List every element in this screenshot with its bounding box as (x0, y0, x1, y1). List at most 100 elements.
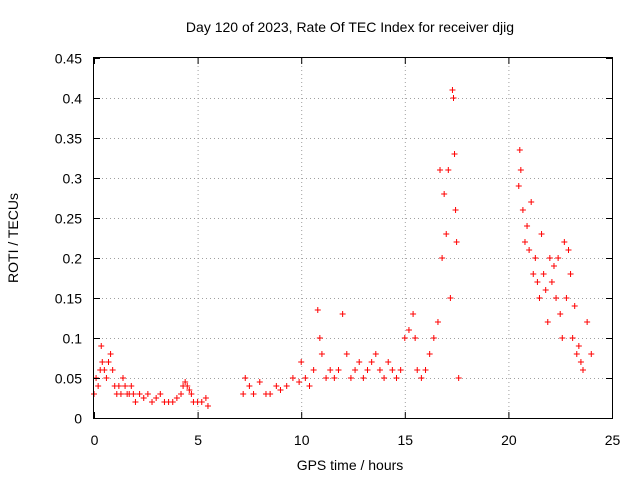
x-tick-label: 10 (294, 432, 310, 448)
data-point (302, 375, 309, 381)
data-point (103, 375, 110, 381)
grid-lines (94, 58, 612, 418)
data-point (534, 279, 541, 285)
data-point (117, 391, 124, 397)
data-point (579, 367, 586, 373)
y-tick-label: 0.05 (55, 371, 82, 387)
data-point (98, 343, 105, 349)
data-point (273, 383, 280, 389)
y-axis-label: ROTI / TECUs (5, 193, 21, 283)
data-point (356, 359, 363, 365)
data-point (449, 87, 456, 93)
data-point (538, 231, 545, 237)
data-point (561, 239, 568, 245)
data-point (132, 399, 139, 405)
data-point (204, 403, 211, 409)
data-point (524, 223, 531, 229)
data-point (169, 399, 176, 405)
data-point (540, 271, 547, 277)
data-point (122, 383, 129, 389)
data-point (298, 359, 305, 365)
data-point (553, 295, 560, 301)
x-axis-label: GPS time / hours (297, 457, 404, 473)
data-point (451, 151, 458, 157)
data-point (256, 379, 263, 385)
data-point (310, 367, 317, 373)
data-point (452, 207, 459, 213)
data-point (521, 239, 528, 245)
x-tick-label: 25 (605, 432, 621, 448)
data-point (188, 391, 195, 397)
data-point (178, 391, 185, 397)
data-point (410, 311, 417, 317)
data-point (559, 335, 566, 341)
data-point (422, 367, 429, 373)
data-point (343, 351, 350, 357)
y-tick-label: 0.3 (63, 171, 83, 187)
x-tick-label: 15 (398, 432, 414, 448)
data-point (339, 311, 346, 317)
data-point (526, 247, 533, 253)
data-point (571, 303, 578, 309)
data-point (401, 335, 408, 341)
data-point (144, 391, 151, 397)
data-point (397, 367, 404, 373)
data-point (575, 343, 582, 349)
data-point (306, 383, 313, 389)
data-point (563, 295, 570, 301)
y-tick-label: 0.35 (55, 131, 82, 147)
data-point (441, 191, 448, 197)
data-point (184, 383, 191, 389)
data-point (418, 375, 425, 381)
data-point (405, 327, 412, 333)
x-axis: 0 5 10 15 20 25 (91, 58, 621, 448)
data-point (128, 383, 135, 389)
data-point (372, 351, 379, 357)
data-points (91, 87, 595, 409)
data-point (283, 383, 290, 389)
data-point (532, 255, 539, 261)
y-tick-label: 0.4 (63, 91, 83, 107)
data-point (352, 367, 359, 373)
data-point (569, 335, 576, 341)
data-point (453, 239, 460, 245)
data-point (107, 351, 114, 357)
data-point (548, 279, 555, 285)
data-point (430, 335, 437, 341)
data-point (414, 367, 421, 373)
data-point (443, 231, 450, 237)
data-point (516, 147, 523, 153)
y-tick-label: 0.1 (63, 331, 83, 347)
data-point (536, 295, 543, 301)
data-point (550, 263, 557, 269)
data-point (455, 375, 462, 381)
data-point (335, 367, 342, 373)
data-point (267, 391, 274, 397)
data-point (331, 375, 338, 381)
data-point (437, 167, 444, 173)
data-point (105, 359, 112, 365)
data-point (577, 359, 584, 365)
data-point (565, 247, 572, 253)
data-point (316, 335, 323, 341)
y-tick-label: 0 (74, 411, 82, 427)
data-point (567, 271, 574, 277)
data-point (445, 167, 452, 173)
data-point (327, 367, 334, 373)
data-point (153, 395, 160, 401)
data-point (289, 375, 296, 381)
data-point (584, 319, 591, 325)
chart-title: Day 120 of 2023, Rate Of TEC Index for r… (186, 19, 514, 35)
data-point (318, 351, 325, 357)
data-point (242, 375, 249, 381)
data-point (186, 387, 193, 393)
y-tick-label: 0.2 (63, 251, 83, 267)
data-point (101, 367, 108, 373)
data-point (364, 367, 371, 373)
data-point (450, 95, 457, 101)
data-point (381, 375, 388, 381)
data-point (439, 255, 446, 261)
data-point (447, 295, 454, 301)
data-point (434, 319, 441, 325)
